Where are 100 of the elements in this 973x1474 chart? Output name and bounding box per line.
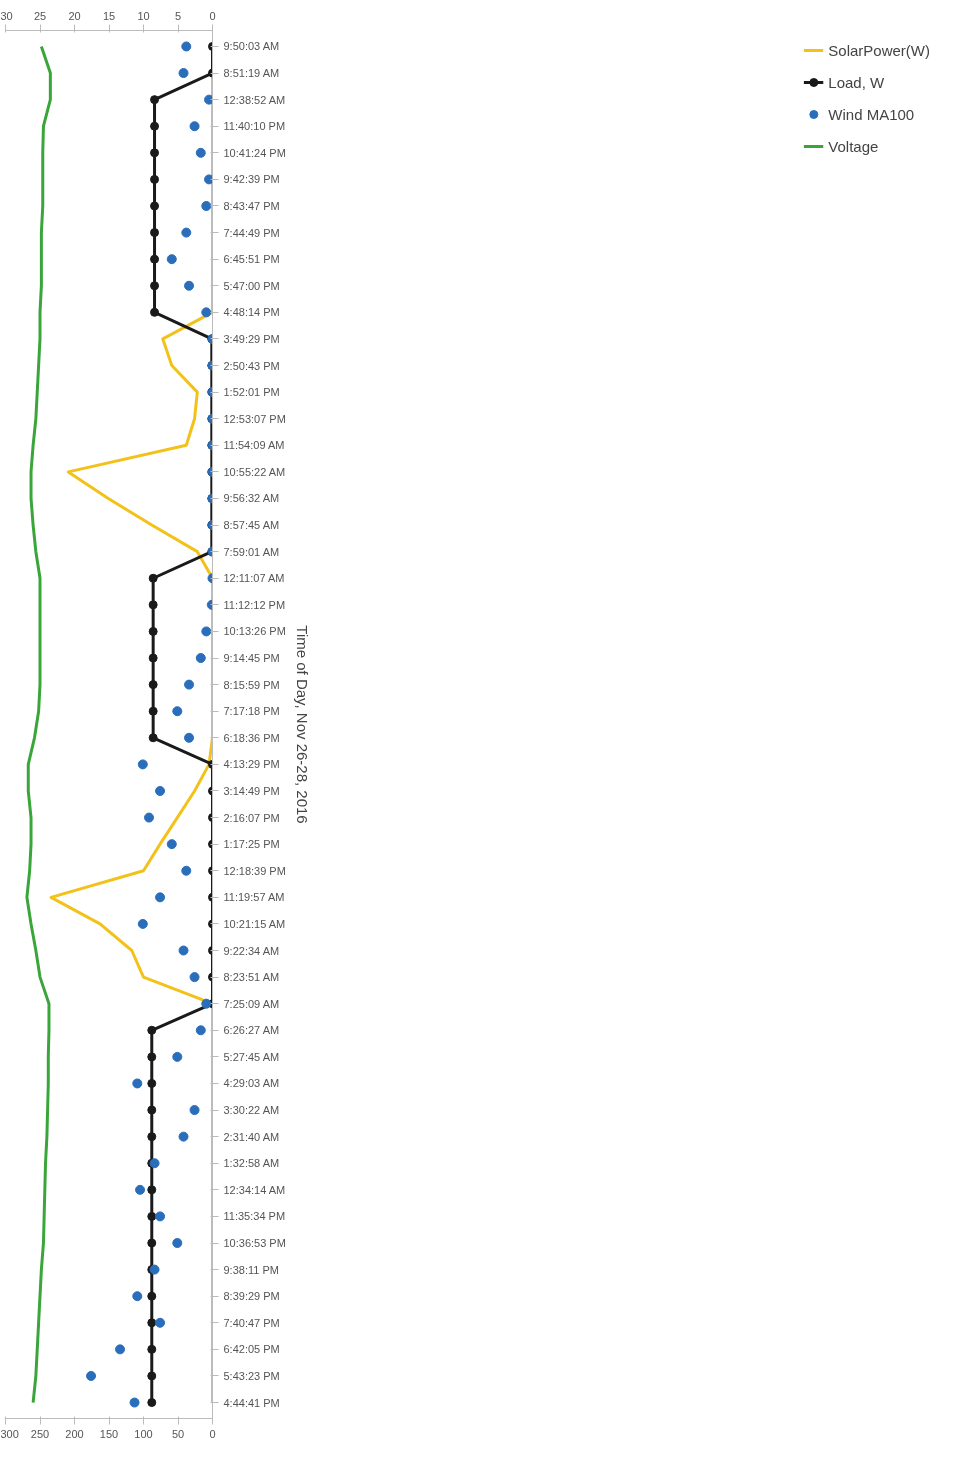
point <box>137 759 148 770</box>
y-tick-label: 4:13:29 PM <box>223 758 280 771</box>
x2-tick-label: 10 <box>137 9 150 22</box>
legend-label: Wind MA100 <box>828 105 915 123</box>
y-tick-label: 10:13:26 PM <box>223 625 286 638</box>
x2-tick-label: 30 <box>0 9 13 22</box>
y-tick-label: 7:44:49 PM <box>223 226 280 239</box>
point <box>148 706 158 716</box>
point <box>150 95 160 105</box>
point <box>148 600 158 610</box>
y-tick-label: 4:44:41 PM <box>223 1396 280 1409</box>
point <box>148 733 158 743</box>
point <box>147 1132 157 1142</box>
y-tick-label: 10:55:22 AM <box>223 465 286 478</box>
x2-tick-label: 0 <box>209 9 216 22</box>
point <box>150 281 160 291</box>
point <box>181 41 192 52</box>
legend-label: Load, W <box>828 73 885 91</box>
point <box>132 1291 143 1302</box>
point <box>201 201 212 211</box>
y-tick-label: 8:15:59 PM <box>223 678 280 691</box>
point <box>201 307 212 318</box>
point <box>155 1317 166 1328</box>
y-tick-label: 9:42:39 PM <box>223 173 280 186</box>
y-tick-label: 11:54:09 AM <box>223 439 285 452</box>
point <box>150 174 160 184</box>
point <box>147 1105 157 1115</box>
point <box>155 785 166 796</box>
y-tick-label: 6:26:27 AM <box>223 1024 280 1037</box>
y-tick-label: 6:42:05 PM <box>223 1343 280 1356</box>
point <box>150 228 160 238</box>
y-tick-label: 9:22:34 AM <box>223 944 280 957</box>
point <box>150 121 160 131</box>
y-tick-label: 8:43:47 PM <box>223 199 280 212</box>
y-tick-label: 12:53:07 PM <box>223 412 286 425</box>
point <box>181 227 192 238</box>
point <box>147 1078 157 1088</box>
y-tick-label: 2:31:40 AM <box>223 1130 280 1143</box>
x-tick-label: 300 <box>0 1427 19 1440</box>
point <box>184 280 195 291</box>
y-tick-label: 11:12:12 PM <box>223 598 286 611</box>
x-tick-label: 50 <box>171 1427 185 1440</box>
point <box>147 1185 157 1195</box>
y-tick-label: 10:21:15 AM <box>223 917 286 930</box>
y-tick-label: 9:50:03 AM <box>223 40 280 53</box>
point <box>189 1105 200 1116</box>
x2-tick-label: 5 <box>174 9 182 22</box>
point <box>178 1131 189 1142</box>
x-tick-label: 250 <box>30 1427 50 1440</box>
point <box>195 147 206 158</box>
x-tick-label: 150 <box>99 1427 119 1440</box>
x2-tick-label: 15 <box>102 9 116 22</box>
y-tick-label: 2:16:07 PM <box>223 811 280 824</box>
y-tick-label: 8:39:29 PM <box>223 1290 280 1303</box>
x-tick-label: 200 <box>65 1427 84 1440</box>
y-tick-label: 4:48:14 PM <box>223 306 280 319</box>
y-tick-label: 11:19:57 AM <box>223 891 285 904</box>
y-tick-label: 4:29:03 AM <box>223 1077 280 1090</box>
y-tick-label: 1:32:58 AM <box>223 1157 280 1170</box>
point <box>172 1051 183 1062</box>
point <box>147 1025 157 1035</box>
x2-tick-label: 20 <box>68 9 81 22</box>
point <box>195 1025 206 1036</box>
y-tick-label: 7:59:01 AM <box>223 545 280 558</box>
point <box>189 972 200 983</box>
point <box>172 1238 183 1248</box>
y-tick-label: 12:34:14 AM <box>223 1183 286 1196</box>
point <box>201 626 212 637</box>
point <box>147 1371 157 1381</box>
point <box>148 573 158 583</box>
point <box>148 626 158 636</box>
point <box>147 1318 157 1328</box>
point <box>201 998 212 1009</box>
y-tick-label: 11:40:10 PM <box>223 120 286 133</box>
point <box>195 653 206 664</box>
point <box>150 148 160 158</box>
y-tick-label: 5:47:00 PM <box>223 279 280 292</box>
point <box>132 1078 143 1089</box>
y-tick-label: 8:23:51 AM <box>223 971 280 984</box>
point <box>147 1211 157 1221</box>
point <box>135 1184 146 1195</box>
point <box>86 1370 97 1381</box>
point <box>147 1052 157 1062</box>
point <box>181 865 192 876</box>
y-axis-title: Time of Day, Nov 26-28, 2016 <box>293 625 311 824</box>
y-tick-label: 1:17:25 PM <box>223 838 280 851</box>
legend-label: SolarPower(W) <box>828 41 930 59</box>
point <box>166 254 177 265</box>
point <box>178 945 189 956</box>
y-tick-label: 10:41:24 PM <box>223 146 286 159</box>
point <box>166 839 177 850</box>
y-tick-label: 8:51:19 AM <box>223 67 280 80</box>
point <box>137 918 148 929</box>
point <box>150 201 160 211</box>
x-tick-label: 100 <box>134 1427 153 1440</box>
point <box>184 679 195 690</box>
point <box>148 653 158 663</box>
y-tick-label: 12:38:52 AM <box>223 93 286 106</box>
y-tick-label: 7:40:47 PM <box>223 1316 280 1329</box>
point <box>204 174 213 185</box>
